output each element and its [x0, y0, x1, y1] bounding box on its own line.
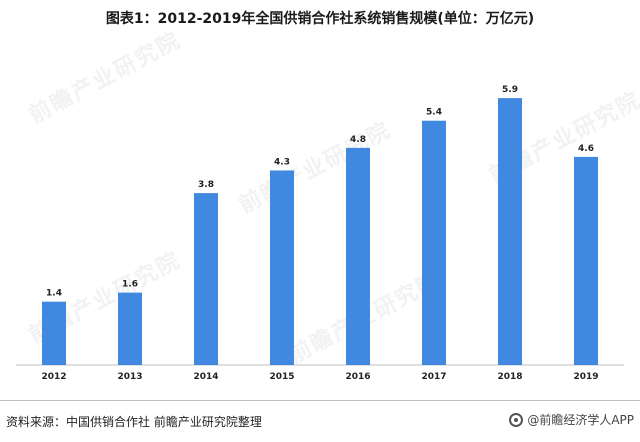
x-tick-label-2014: 2014: [193, 372, 218, 382]
data-label-2012: 1.4: [46, 289, 62, 299]
data-label-2019: 4.6: [578, 144, 594, 154]
bar-2015: [270, 170, 294, 365]
data-label-2018: 5.9: [502, 85, 518, 95]
brand-logo-icon: [509, 412, 524, 427]
source-text: 资料来源：中国供销合作社 前瞻产业研究院整理: [6, 415, 262, 429]
chart-title: 图表1：2012-2019年全国供销合作社系统销售规模(单位：万亿元): [105, 11, 535, 27]
bar-chart: 1.4 2012 1.6 2013 3.8 2014 4.3 2015 4.8 2016 5.4 20…: [16, 85, 624, 382]
bar-2016: [346, 147, 370, 365]
brand: @前瞻经济学人APP: [509, 411, 634, 428]
x-tick-label-2013: 2013: [117, 372, 142, 382]
data-label-2016: 4.8: [350, 135, 366, 145]
x-tick-label-2018: 2018: [497, 372, 522, 382]
data-label-2015: 4.3: [274, 157, 290, 167]
bar-2014: [194, 193, 218, 365]
data-label-2014: 3.8: [198, 180, 214, 190]
bar-2017: [422, 120, 446, 365]
bar-2013: [118, 292, 142, 365]
x-tick-label-2015: 2015: [269, 372, 294, 382]
x-tick-label-2019: 2019: [573, 372, 598, 382]
data-label-2013: 1.6: [122, 280, 138, 290]
x-tick-label-2012: 2012: [41, 372, 66, 382]
data-label-2017: 5.4: [426, 108, 442, 118]
brand-text: @前瞻经济学人APP: [527, 413, 634, 427]
bar-2012: [42, 301, 66, 365]
bar-2018: [498, 98, 522, 365]
footer: 资料来源：中国供销合作社 前瞻产业研究院整理 @前瞻经济学人APP: [0, 400, 640, 442]
bar-2019: [574, 156, 598, 365]
x-tick-label-2017: 2017: [421, 372, 446, 382]
x-tick-label-2016: 2016: [345, 372, 370, 382]
